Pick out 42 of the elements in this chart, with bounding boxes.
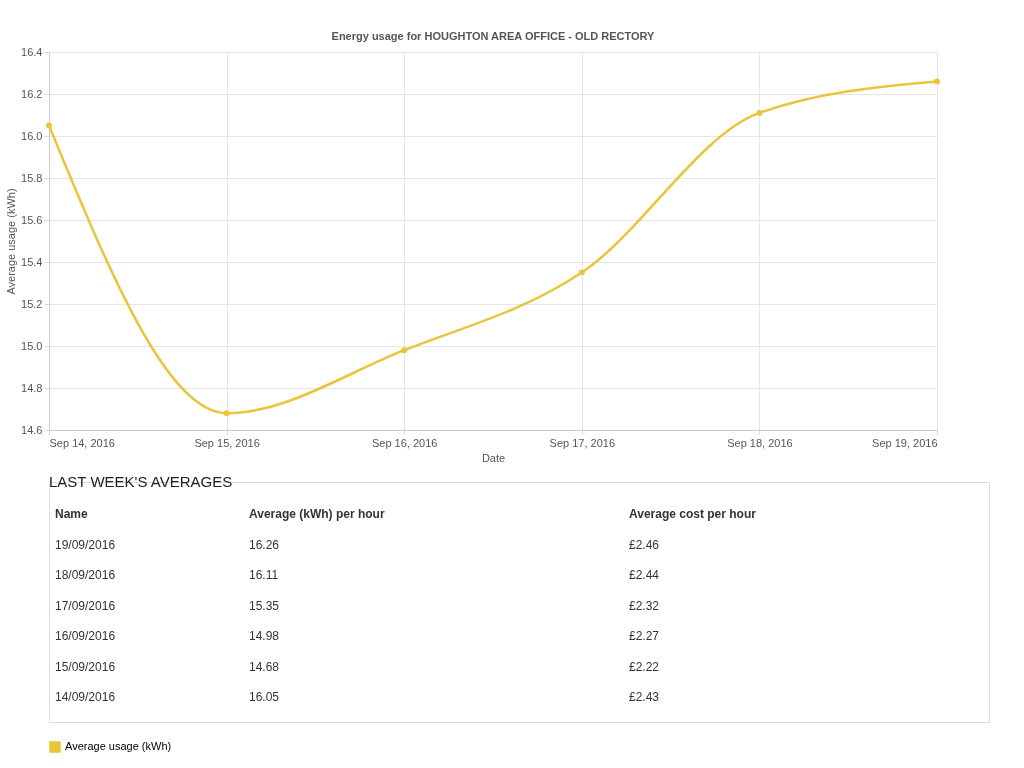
y-axis-title: Average usage (kWh) [5, 188, 18, 295]
text: £2.22 [629, 659, 660, 674]
x-axis-title: Date [481, 451, 506, 464]
text: LAST WEEK'S AVERAGES [49, 473, 233, 490]
text: 17/09/2016 [55, 598, 116, 613]
text: 18/09/2016 [55, 568, 116, 582]
y-tick-label: 15.6 [21, 213, 43, 226]
text: £2.46 [629, 537, 660, 552]
x-tick-label: Sep 18, 2016 [727, 436, 793, 449]
x-tick-label: Sep 19, 2016 [872, 436, 938, 449]
text: 16.26 [249, 537, 280, 552]
text: Average cost per hour [629, 507, 757, 521]
y-tick-label: 16.0 [21, 129, 43, 142]
y-tick-label: 15.0 [21, 339, 43, 352]
y-tick-label: 16.2 [21, 87, 43, 100]
text: 16.11 [249, 568, 279, 582]
y-tick-label: 16.4 [21, 45, 43, 58]
y-tick-label: 14.8 [21, 381, 43, 394]
y-tick-label: 15.4 [21, 255, 43, 268]
x-tick-label: Sep 15, 2016 [194, 436, 260, 449]
text: 14/09/2016 [55, 690, 116, 704]
text: £2.27 [629, 629, 660, 643]
text: 15.35 [249, 598, 280, 613]
y-tick-label: 14.6 [21, 423, 43, 436]
legend-label: Average usage (kWh) [65, 740, 172, 752]
x-tick-label: Sep 17, 2016 [549, 436, 616, 449]
text: 19/09/2016 [55, 537, 116, 552]
x-tick-label: Sep 14, 2016 [49, 436, 115, 449]
chart-title: Energy usage for HOUGHTON AREA OFFICE - OLD RECTORY [331, 30, 656, 42]
text: £2.43 [629, 690, 660, 704]
text: £2.32 [629, 598, 660, 613]
text: 14.68 [249, 659, 280, 674]
text: £2.44 [629, 568, 660, 582]
text: 14.98 [249, 629, 280, 643]
text: Name [55, 507, 89, 521]
text: 16/09/2016 [55, 629, 116, 643]
y-tick-label: 15.8 [21, 171, 43, 184]
x-tick-label: Sep 16, 2016 [371, 436, 438, 449]
text: 15/09/2016 [55, 659, 116, 674]
text: Average (kWh) per hour [249, 507, 385, 521]
text: 16.05 [249, 690, 280, 704]
y-tick-label: 15.2 [21, 297, 43, 310]
